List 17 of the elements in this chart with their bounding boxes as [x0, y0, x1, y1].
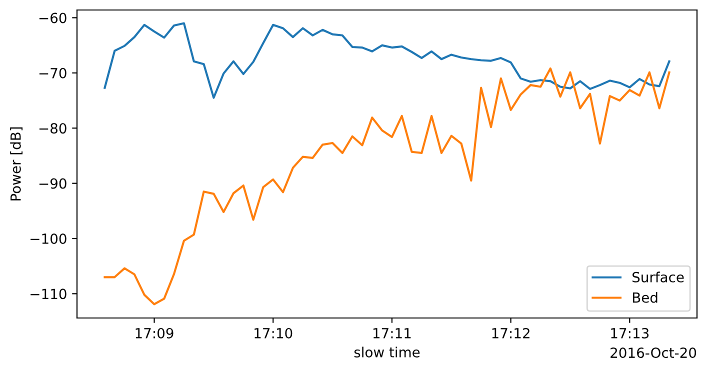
y-axis-title: Power [dB] [10, 127, 23, 200]
legend-label: Surface [632, 272, 684, 282]
x-tick-label: 17:11 [373, 328, 411, 338]
text: 2016-Oct-20 [610, 348, 696, 358]
y-tick-label: −90 [39, 178, 66, 189]
y-tick-label: −60 [39, 12, 66, 24]
x-tick-label: 17:10 [254, 328, 292, 338]
x-tick-label: 17:12 [492, 328, 530, 338]
y-tick-label: −110 [30, 288, 66, 300]
legend-label: Bed [632, 292, 658, 303]
x-tick-label: 17:13 [611, 328, 649, 338]
x-axis-title: slow time [354, 346, 420, 358]
y-tick-label: −80 [39, 123, 66, 134]
x-tick-label: 17:09 [136, 328, 174, 338]
y-tick-label: −70 [39, 68, 66, 78]
y-tick-label: −100 [30, 233, 66, 244]
line-series [104, 22, 670, 99]
